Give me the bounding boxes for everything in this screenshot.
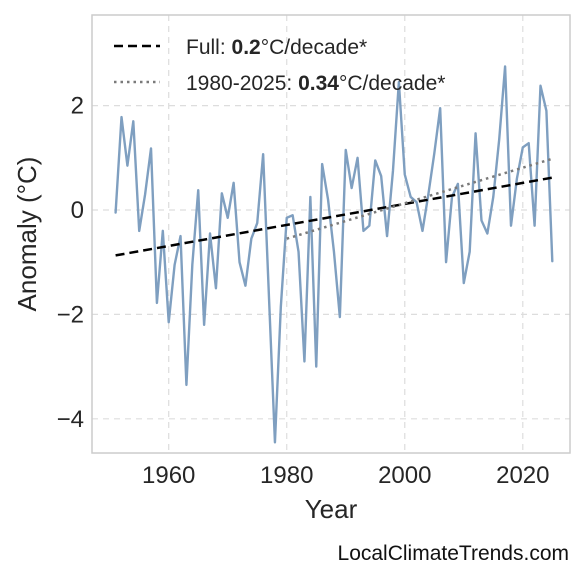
plot-frame [91,14,571,454]
y-axis-title: Anomaly (°C) [12,157,42,312]
legend: Full: 0.2°C/decade* 1980-2025: 0.34°C/de… [114,36,445,95]
y-tick-label: −2 [57,301,84,328]
full-trend-line [115,176,553,257]
legend-label-full: Full: 0.2°C/decade* [186,36,367,59]
x-tick-label: 2020 [496,462,549,489]
x-tick-label: 1980 [260,462,313,489]
x-tick-labels: 1960 1980 2000 2020 [142,462,549,489]
legend-label-recent: 1980-2025: 0.34°C/decade* [186,72,445,95]
y-tick-label: −4 [57,406,84,433]
y-tick-label: 2 [71,93,84,120]
y-tick-label: 0 [71,197,84,224]
x-axis-title: Year [305,494,358,524]
x-gridlines [168,15,524,453]
x-tick-label: 2000 [378,462,431,489]
x-tick-label: 1960 [142,462,195,489]
series-layer [114,65,554,444]
recent-trend-line [286,157,553,240]
y-tick-labels: −4 −2 0 2 [57,93,84,433]
credit-text: LocalClimateTrends.com [338,542,569,565]
